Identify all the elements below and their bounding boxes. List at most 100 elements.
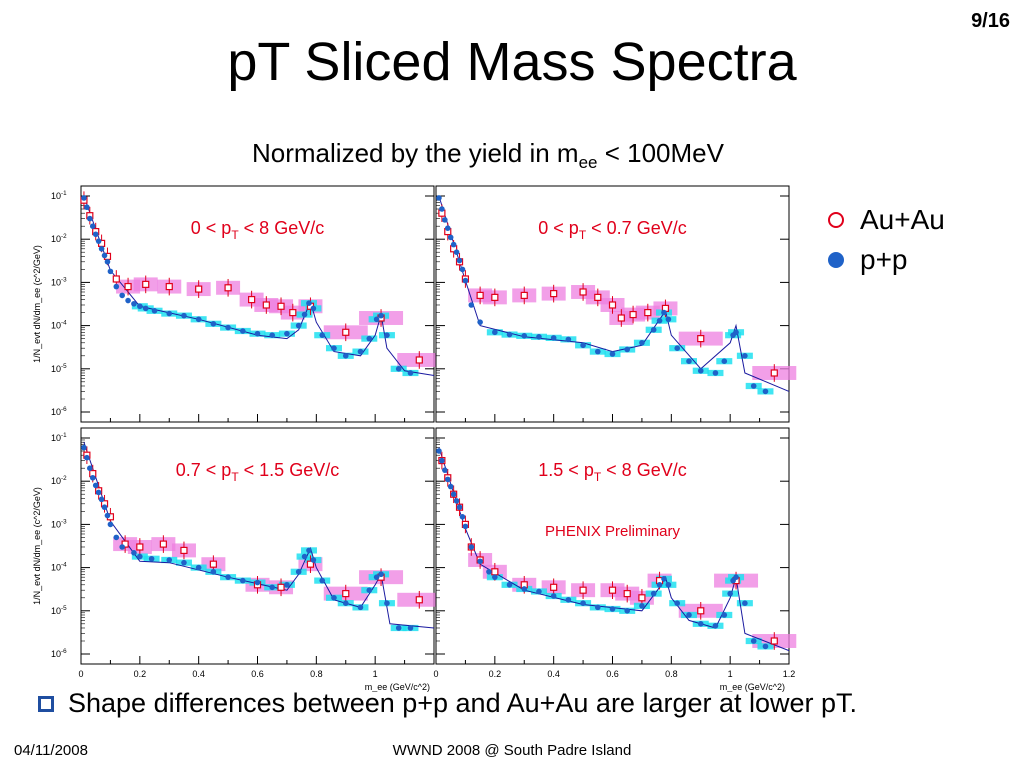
pp-point (137, 303, 143, 310)
pp-point (536, 588, 542, 595)
pp-point (550, 593, 557, 599)
pp-point (181, 559, 187, 566)
y-tick-label: 10-1 (51, 432, 67, 443)
x-tick-label: 0 (433, 669, 438, 679)
pp-point (81, 444, 87, 451)
x-tick-label: 1 (728, 669, 733, 679)
auau-point (623, 590, 631, 598)
pp-point (450, 241, 457, 248)
y-tick-label: 10-2 (51, 233, 67, 244)
pp-point (113, 534, 120, 541)
pp-point (225, 574, 231, 580)
pp-point (301, 311, 308, 318)
pp-point (98, 496, 105, 503)
pp-point (486, 568, 492, 575)
auau-point (112, 275, 120, 283)
auau-point (224, 284, 232, 292)
auau-point (136, 543, 144, 551)
pp-point (447, 483, 454, 490)
pp-point (750, 638, 757, 644)
panel-label: 0 < pT < 8 GeV/c (191, 218, 324, 242)
pp-point (742, 600, 748, 606)
pp-point (81, 195, 87, 201)
panel-3: 0.7 < pT < 1.5 GeV/c 10-1 10-2 10-3 10-4 10-5… (32, 427, 442, 692)
panel-label: 0 < pT < 0.7 GeV/c (538, 218, 686, 242)
x-tick-label: 0.6 (251, 669, 264, 679)
auau-point (121, 540, 129, 548)
legend-item-pp: p+p (828, 240, 945, 280)
pp-point (444, 476, 451, 483)
pp-point (87, 215, 93, 222)
bullet-point: Shape differences between p+p and Au+Au … (38, 688, 857, 719)
pp-point (750, 383, 757, 389)
auau-point (491, 568, 499, 576)
auau-point (491, 293, 499, 301)
pp-point (89, 223, 96, 229)
pp-point (331, 345, 337, 351)
pp-point (104, 258, 111, 265)
pp-point (712, 370, 719, 376)
auau-point (277, 302, 285, 310)
pp-point (269, 332, 276, 338)
x-tick-label: 0.8 (310, 669, 323, 679)
pp-point (609, 351, 616, 357)
subtitle: Normalized by the yield in mee < 100MeV (0, 138, 976, 173)
pp-point (92, 231, 99, 238)
panel-label: 1.5 < pT < 8 GeV/c (538, 460, 686, 484)
pp-point (137, 553, 143, 560)
pp-point (674, 345, 681, 351)
pp-point (119, 292, 125, 299)
open-circle-icon (828, 212, 844, 228)
mass-spectra-chart: 0 < pT < 8 GeV/c 10-1 10-2 10-3 10-4 10-5 10-6… (32, 185, 797, 692)
auau-point (195, 285, 203, 293)
pp-point (210, 568, 217, 575)
pp-point (656, 317, 663, 324)
pp-point (456, 504, 463, 511)
pp-point (624, 608, 631, 614)
y-tick-label: 10-2 (51, 475, 67, 486)
pp-point (762, 388, 769, 395)
pp-point (624, 346, 631, 353)
pp-point (101, 252, 108, 259)
pp-point (306, 547, 312, 554)
pp-point (342, 352, 349, 359)
subtitle-main: Normalized by the yield in m (252, 138, 579, 168)
pp-point (492, 574, 498, 580)
pp-point (373, 574, 380, 580)
pp-point (95, 489, 102, 496)
footer-date: 04/11/2008 (14, 742, 88, 759)
auau-point (770, 369, 778, 377)
pp-point (151, 308, 158, 314)
auau-point (608, 586, 617, 594)
pp-point (357, 348, 364, 355)
pp-point (580, 600, 586, 606)
pp-point (254, 330, 261, 337)
pp-point (181, 312, 187, 319)
pp-point (306, 300, 312, 307)
pp-point (295, 568, 302, 575)
auau-point (415, 356, 423, 364)
y-tick-label: 10-5 (51, 363, 67, 374)
pp-point (727, 590, 733, 597)
pp-point (239, 328, 246, 334)
phenix-preliminary-annotation: PHENIX Preliminary (545, 523, 681, 540)
pp-point (89, 474, 96, 481)
panel-label: 0.7 < pT < 1.5 GeV/c (176, 460, 339, 484)
pp-point (697, 367, 704, 374)
auau-point (342, 328, 350, 336)
x-tick-label: 0.6 (606, 669, 619, 679)
auau-point (124, 282, 132, 291)
pp-point (436, 195, 442, 201)
pp-point (444, 225, 451, 231)
auau-point (180, 546, 188, 555)
y-tick-label: 10-6 (51, 648, 67, 659)
auau-point (697, 335, 705, 343)
pp-point (456, 257, 463, 264)
pp-point (536, 334, 542, 340)
pp-point (550, 335, 557, 341)
pp-point (87, 465, 93, 471)
pp-point (366, 335, 373, 342)
legend-item-auau: Au+Au (828, 200, 945, 240)
auau-point (770, 637, 778, 645)
pp-point (331, 594, 337, 601)
